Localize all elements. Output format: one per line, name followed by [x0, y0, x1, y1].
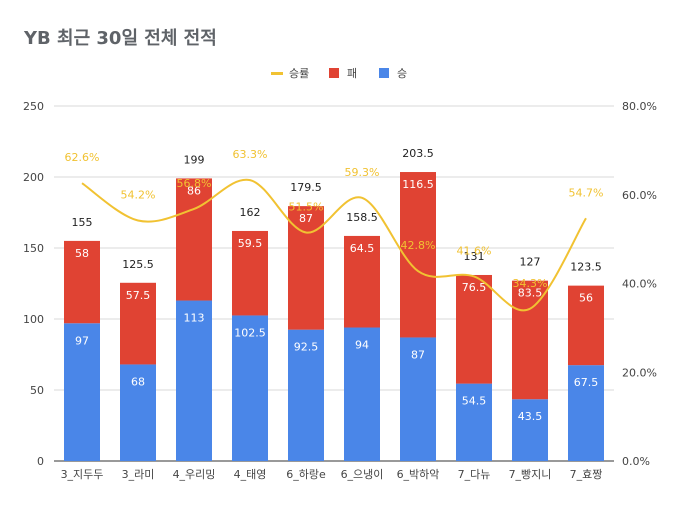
bar-win [64, 323, 100, 461]
bar-loss-label: 59.5 [238, 237, 263, 250]
bar-total-label: 155 [72, 216, 93, 229]
y2-tick-label: 20.0% [622, 366, 657, 379]
bar-win [344, 327, 380, 461]
win-rate-label: 62.6% [65, 151, 100, 164]
legend-label: 승률 [289, 67, 309, 80]
bar-win [456, 383, 492, 461]
bar-loss-label: 58 [75, 247, 89, 260]
legend-marker-line [271, 72, 283, 75]
series-line-win-rate [81, 178, 587, 312]
bar-win-label: 87 [411, 348, 425, 361]
bar-win-label: 67.5 [574, 376, 599, 389]
bar-total-label: 127 [520, 256, 541, 269]
y-tick-label: 0 [37, 455, 44, 468]
y2-tick-label: 0.0% [622, 455, 650, 468]
win-rate-label: 59.3% [345, 166, 380, 179]
y2-tick-label: 60.0% [622, 189, 657, 202]
x-tick-label: 6_으냉이 [341, 468, 384, 481]
win-rate-label: 54.2% [121, 188, 156, 201]
bar-loss-label: 56 [579, 292, 593, 305]
y-tick-label: 150 [23, 242, 44, 255]
bar-win [288, 329, 324, 461]
bar-loss [400, 172, 436, 338]
x-tick-label: 3_라미 [122, 468, 155, 481]
bar-win [176, 300, 212, 461]
y-tick-label: 50 [30, 384, 44, 397]
chart-title: YB 최근 30일 전체 전적 [24, 28, 217, 49]
bar-total-label: 158.5 [346, 211, 378, 224]
bar-win-label: 43.5 [518, 410, 543, 423]
y2-tick-label: 40.0% [622, 278, 657, 291]
bar-loss-label: 86 [187, 184, 201, 197]
bar-win-label: 94 [355, 339, 369, 352]
x-tick-label: 6_박하악 [397, 467, 440, 481]
bar-loss [64, 240, 100, 324]
bar-win-label: 68 [131, 375, 145, 388]
x-tick-label: 6_하랑e [286, 467, 326, 481]
bar-win [568, 365, 604, 461]
bar-total-label: 199 [184, 153, 205, 166]
bar-total-label: 123.5 [570, 261, 602, 274]
win-rate-label: 63.3% [233, 148, 268, 161]
bar-loss-label: 87 [299, 212, 313, 225]
bar-loss [512, 280, 548, 400]
x-tick-label: 7_효짱 [570, 468, 603, 481]
x-tick-label: 4_우리밍 [173, 468, 216, 481]
bar-loss-label: 57.5 [126, 289, 151, 302]
y2-tick-label: 80.0% [622, 100, 657, 113]
bar-total-label: 131 [464, 250, 485, 263]
bar-loss [232, 230, 268, 316]
x-tick-label: 7_빵지니 [509, 468, 552, 481]
bar-total-label: 125.5 [122, 258, 154, 271]
bar-win-label: 54.5 [462, 395, 487, 408]
bar-win [512, 399, 548, 461]
win-rate-label: 42.8% [401, 239, 436, 252]
bar-loss [344, 235, 380, 328]
bar-win-label: 92.5 [294, 341, 319, 354]
bar-loss-label: 116.5 [402, 178, 434, 191]
win-rate-label: 34.3% [513, 277, 548, 290]
bar-win [400, 337, 436, 461]
bar-loss-label: 76.5 [462, 281, 487, 294]
legend-label: 패 [347, 67, 357, 80]
bar-win [120, 364, 156, 461]
bar-loss-label: 83.5 [518, 287, 543, 300]
win-rate-label: 54.7% [569, 186, 604, 199]
legend-marker-box [329, 68, 339, 78]
x-tick-label: 4_태영 [234, 468, 267, 481]
x-tick-label: 7_다뉴 [458, 468, 491, 481]
bar-win-label: 113 [184, 312, 205, 325]
win-rate-label: 41.6% [457, 244, 492, 257]
y-tick-label: 250 [23, 100, 44, 113]
bar-win-label: 102.5 [234, 326, 266, 339]
bar-total-label: 162 [240, 206, 261, 219]
bar-loss-label: 64.5 [350, 242, 375, 255]
bar-loss [176, 178, 212, 301]
y-tick-label: 200 [23, 171, 44, 184]
bar-loss [120, 282, 156, 365]
bar-total-label: 179.5 [290, 181, 322, 194]
x-tick-label: 3_지두두 [61, 468, 104, 481]
bar-total-label: 203.5 [402, 147, 434, 160]
win-rate-label: 56.8% [177, 177, 212, 190]
bar-loss [456, 274, 492, 384]
win-rate-label: 51.5% [289, 200, 324, 213]
bar-win-label: 97 [75, 334, 89, 347]
legend-label: 승 [397, 67, 407, 80]
y-tick-label: 100 [23, 313, 44, 326]
legend-marker-box [379, 68, 389, 78]
bar-win [232, 315, 268, 461]
bar-loss [568, 285, 604, 366]
